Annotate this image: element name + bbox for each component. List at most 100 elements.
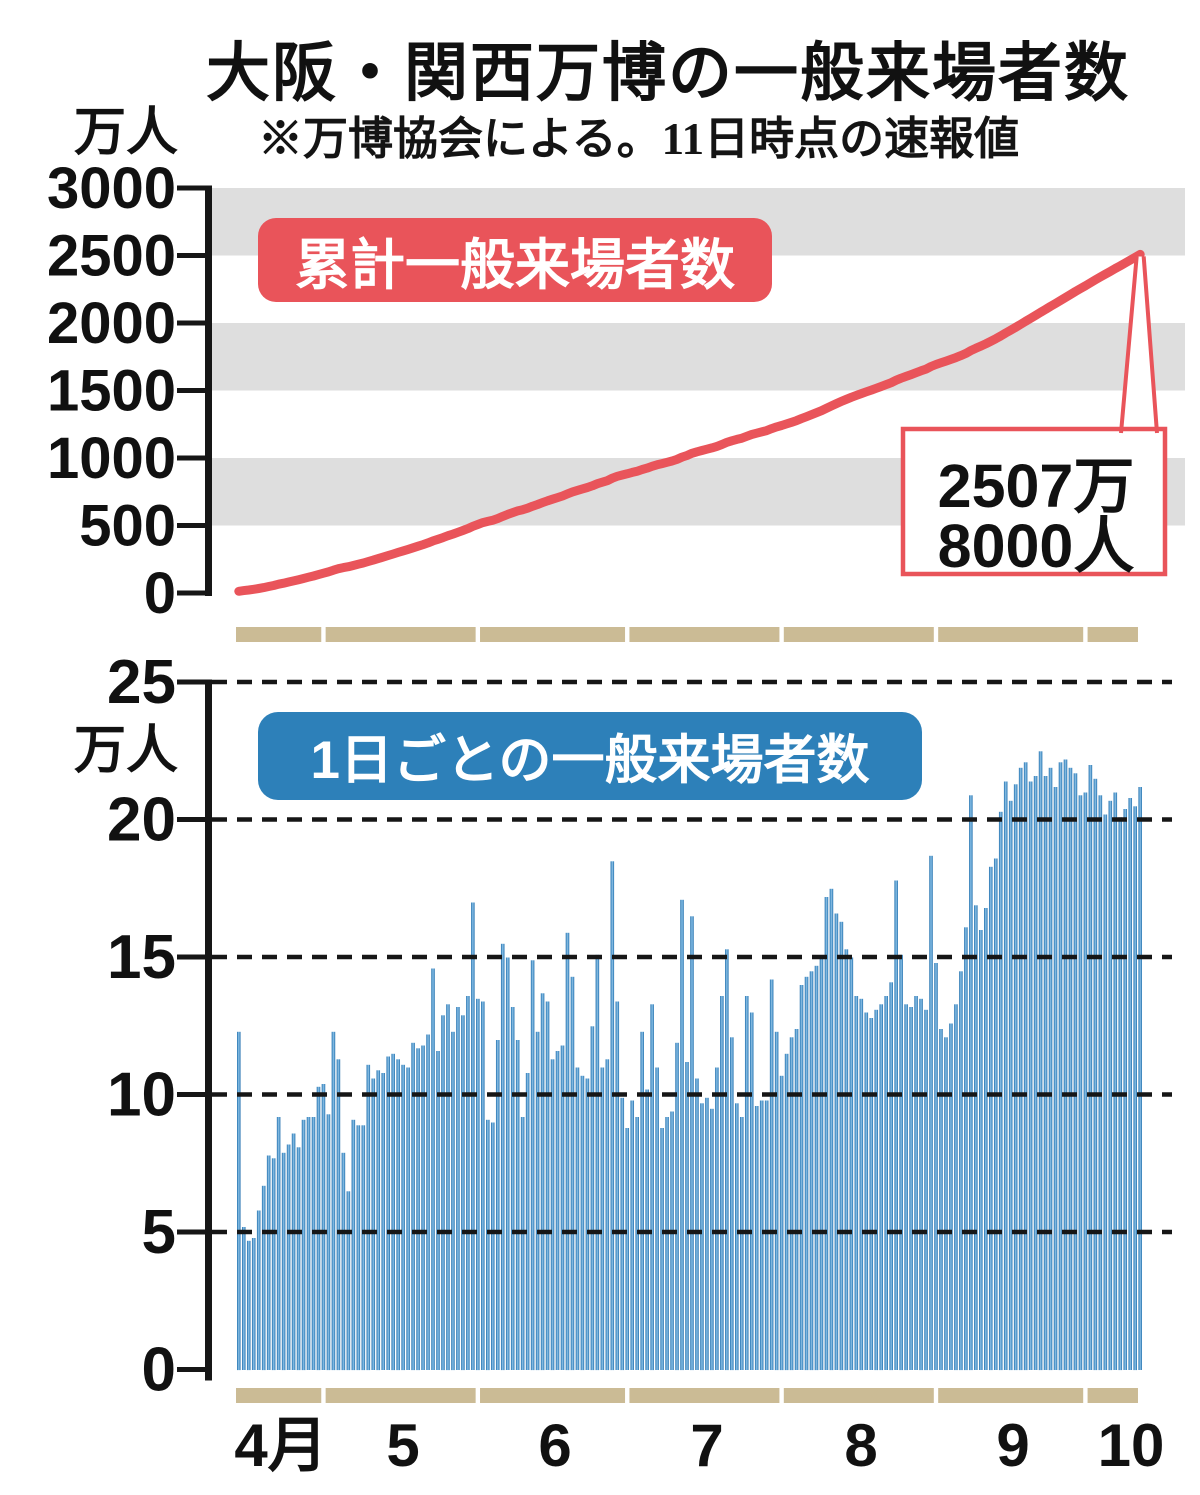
daily-bar: [749, 1012, 754, 1370]
top-y-tick: [177, 523, 205, 528]
month-strip-top: [325, 627, 476, 642]
daily-bar: [451, 1031, 455, 1371]
daily-bar: [331, 1031, 336, 1371]
daily-bar: [949, 1023, 953, 1370]
daily-bar: [715, 1067, 719, 1370]
daily-bar: [1008, 800, 1013, 1371]
daily-bar: [650, 1004, 654, 1371]
daily-bar: [1043, 776, 1048, 1370]
daily-bar: [829, 888, 834, 1371]
daily-bar: [306, 1117, 311, 1370]
top-y-tick: [177, 320, 205, 326]
daily-bar: [570, 976, 575, 1371]
callout-tail-stroke: [1119, 256, 1159, 434]
daily-bar: [1138, 787, 1142, 1370]
daily-bar: [854, 996, 859, 1370]
cumulative-line: [234, 249, 1145, 596]
daily-bar: [988, 866, 993, 1371]
callout-tail-fill: [1121, 256, 1157, 433]
daily-bar: [426, 1034, 430, 1370]
daily-bar: [1033, 776, 1038, 1370]
bottom-y-tick: [177, 1229, 205, 1235]
daily-bar: [754, 1106, 759, 1370]
month-strip-top: [236, 627, 322, 642]
daily-bar: [476, 998, 480, 1371]
top-y-tick-label: 2500: [47, 224, 176, 289]
daily-bar: [1053, 787, 1058, 1370]
daily-bar: [261, 1185, 266, 1371]
daily-bar: [251, 1238, 256, 1370]
daily-bar: [929, 855, 933, 1371]
daily-bar: [590, 1026, 595, 1371]
daily-bar: [1113, 792, 1118, 1370]
daily-bar: [256, 1210, 261, 1370]
daily-bar: [286, 1144, 291, 1370]
daily-bar: [615, 1001, 620, 1370]
daily-bar: [535, 1031, 540, 1371]
daily-bar: [456, 1007, 460, 1370]
daily-bar: [1123, 809, 1128, 1370]
daily-bar: [944, 1037, 948, 1371]
top-unit-label: 万人: [74, 104, 178, 162]
top-y-tick-label: 1000: [47, 426, 176, 491]
daily-bar: [237, 1031, 241, 1371]
daily-bar: [281, 1152, 286, 1371]
month-strip-bottom: [236, 1388, 322, 1403]
daily-bar: [391, 1053, 395, 1371]
month-strip-bottom: [1087, 1388, 1138, 1403]
daily-bar: [241, 1227, 246, 1370]
top-y-tick-label: 1500: [47, 359, 176, 424]
daily-bar: [1018, 767, 1023, 1371]
daily-bar: [824, 897, 829, 1370]
daily-bar: [481, 1001, 485, 1370]
daily-bar: [874, 1009, 879, 1371]
daily-bar: [879, 1004, 884, 1371]
bottom-y-tick: [177, 679, 205, 685]
bottom-y-tick: [177, 1092, 205, 1097]
callout-box: [900, 426, 1168, 577]
daily-bar: [984, 908, 988, 1370]
month-label: 7: [690, 1412, 723, 1479]
daily-bar: [565, 932, 570, 1371]
bottom-y-tick-label: 20: [107, 786, 176, 855]
month-label: 4月: [234, 1412, 327, 1479]
daily-bar: [1048, 767, 1053, 1371]
top-band: [212, 323, 1185, 391]
daily-bar: [500, 943, 505, 1371]
daily-bar: [351, 1119, 356, 1371]
daily-bar: [1133, 806, 1137, 1371]
daily-bar: [1003, 781, 1008, 1370]
top-y-tick-label: 500: [79, 494, 176, 559]
daily-bar: [1038, 751, 1043, 1371]
daily-bar: [1103, 814, 1108, 1370]
daily-bar: [421, 1045, 425, 1370]
daily-bar: [595, 954, 600, 1371]
daily-bar: [416, 1048, 420, 1371]
daily-bar: [555, 1051, 560, 1370]
daily-bar: [660, 1128, 664, 1370]
month-strip-top: [783, 627, 934, 642]
daily-bar: [710, 1108, 714, 1371]
daily-bar: [979, 930, 983, 1370]
month-strip-top: [480, 627, 626, 642]
daily-bar: [585, 1078, 590, 1370]
daily-bar: [311, 1117, 316, 1370]
daily-bar: [735, 1103, 739, 1371]
daily-bar: [844, 949, 849, 1371]
daily-bar: [1088, 765, 1093, 1370]
daily-bar: [336, 1059, 341, 1371]
daily-bar: [381, 1073, 386, 1370]
page-title: 大阪・関西万博の一般来場者数: [206, 37, 1130, 109]
daily-bar: [376, 1070, 381, 1371]
daily-bar: [540, 993, 545, 1371]
top-y-tick-label: 0: [144, 561, 176, 626]
daily-bar: [909, 1007, 913, 1370]
daily-bar: [371, 1078, 376, 1370]
daily-bar: [560, 1045, 565, 1370]
daily-bar: [889, 982, 893, 1371]
daily-bar: [515, 1040, 520, 1370]
daily-bar: [471, 902, 475, 1370]
daily-bar: [655, 1067, 659, 1370]
daily-bar: [804, 976, 809, 1371]
